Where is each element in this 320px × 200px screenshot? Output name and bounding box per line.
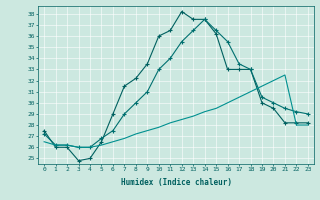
X-axis label: Humidex (Indice chaleur): Humidex (Indice chaleur) xyxy=(121,178,231,187)
